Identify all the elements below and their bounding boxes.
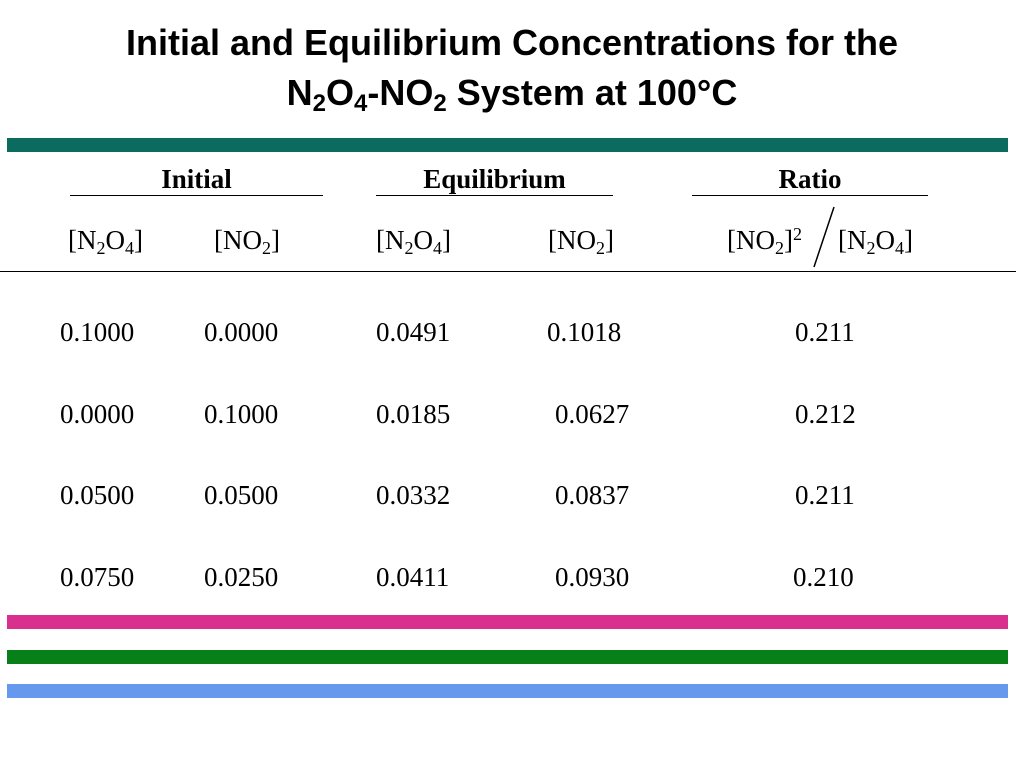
header-ratio-denominator: [N2O4] — [838, 225, 913, 258]
slide-title: Initial and Equilibrium Concentrations f… — [0, 18, 1024, 118]
cell-initial-no2: 0.1000 — [204, 399, 279, 429]
group-heading-equilibrium: Equilibrium — [376, 163, 613, 196]
cell-equilibrium-n2o4: 0.0491 — [376, 317, 451, 347]
cell-equilibrium-no2: 0.0930 — [555, 562, 630, 592]
cell-equilibrium-no2: 0.0837 — [555, 480, 630, 510]
cell-equilibrium-n2o4: 0.0332 — [376, 480, 451, 510]
blue-divider-band — [7, 684, 1008, 698]
cell-initial-no2: 0.0500 — [204, 480, 279, 510]
cell-equilibrium-n2o4: 0.0185 — [376, 399, 451, 429]
header-initial-n2o4: [N2O4] — [68, 225, 143, 258]
group-heading-initial: Initial — [70, 163, 323, 196]
cell-ratio: 0.211 — [795, 317, 855, 347]
header-initial-no2: [NO2] — [214, 225, 280, 258]
cell-equilibrium-no2: 0.1018 — [547, 317, 622, 347]
cell-initial-no2: 0.0250 — [204, 562, 279, 592]
header-equilibrium-n2o4: [N2O4] — [376, 225, 451, 258]
header-rule — [0, 271, 1016, 272]
green-divider-band — [7, 650, 1008, 664]
title-line-2: N2O4-NO2 System at 100°C — [286, 72, 738, 117]
cell-initial-n2o4: 0.0500 — [60, 480, 135, 510]
cell-initial-n2o4: 0.0750 — [60, 562, 135, 592]
header-equilibrium-no2: [NO2] — [548, 225, 614, 258]
cell-initial-no2: 0.0000 — [204, 317, 279, 347]
cell-ratio: 0.211 — [795, 480, 855, 510]
cell-ratio: 0.210 — [793, 562, 854, 592]
title-line-1: Initial and Equilibrium Concentrations f… — [125, 22, 899, 63]
cell-equilibrium-no2: 0.0627 — [555, 399, 630, 429]
ratio-division-slash — [813, 206, 835, 268]
cell-initial-n2o4: 0.1000 — [60, 317, 135, 347]
teal-divider-band — [7, 138, 1008, 152]
magenta-divider-band — [7, 615, 1008, 629]
header-ratio-numerator: [NO2]2 — [727, 224, 802, 258]
cell-equilibrium-n2o4: 0.0411 — [376, 562, 450, 592]
cell-initial-n2o4: 0.0000 — [60, 399, 135, 429]
cell-ratio: 0.212 — [795, 399, 856, 429]
group-heading-ratio: Ratio — [692, 163, 928, 196]
